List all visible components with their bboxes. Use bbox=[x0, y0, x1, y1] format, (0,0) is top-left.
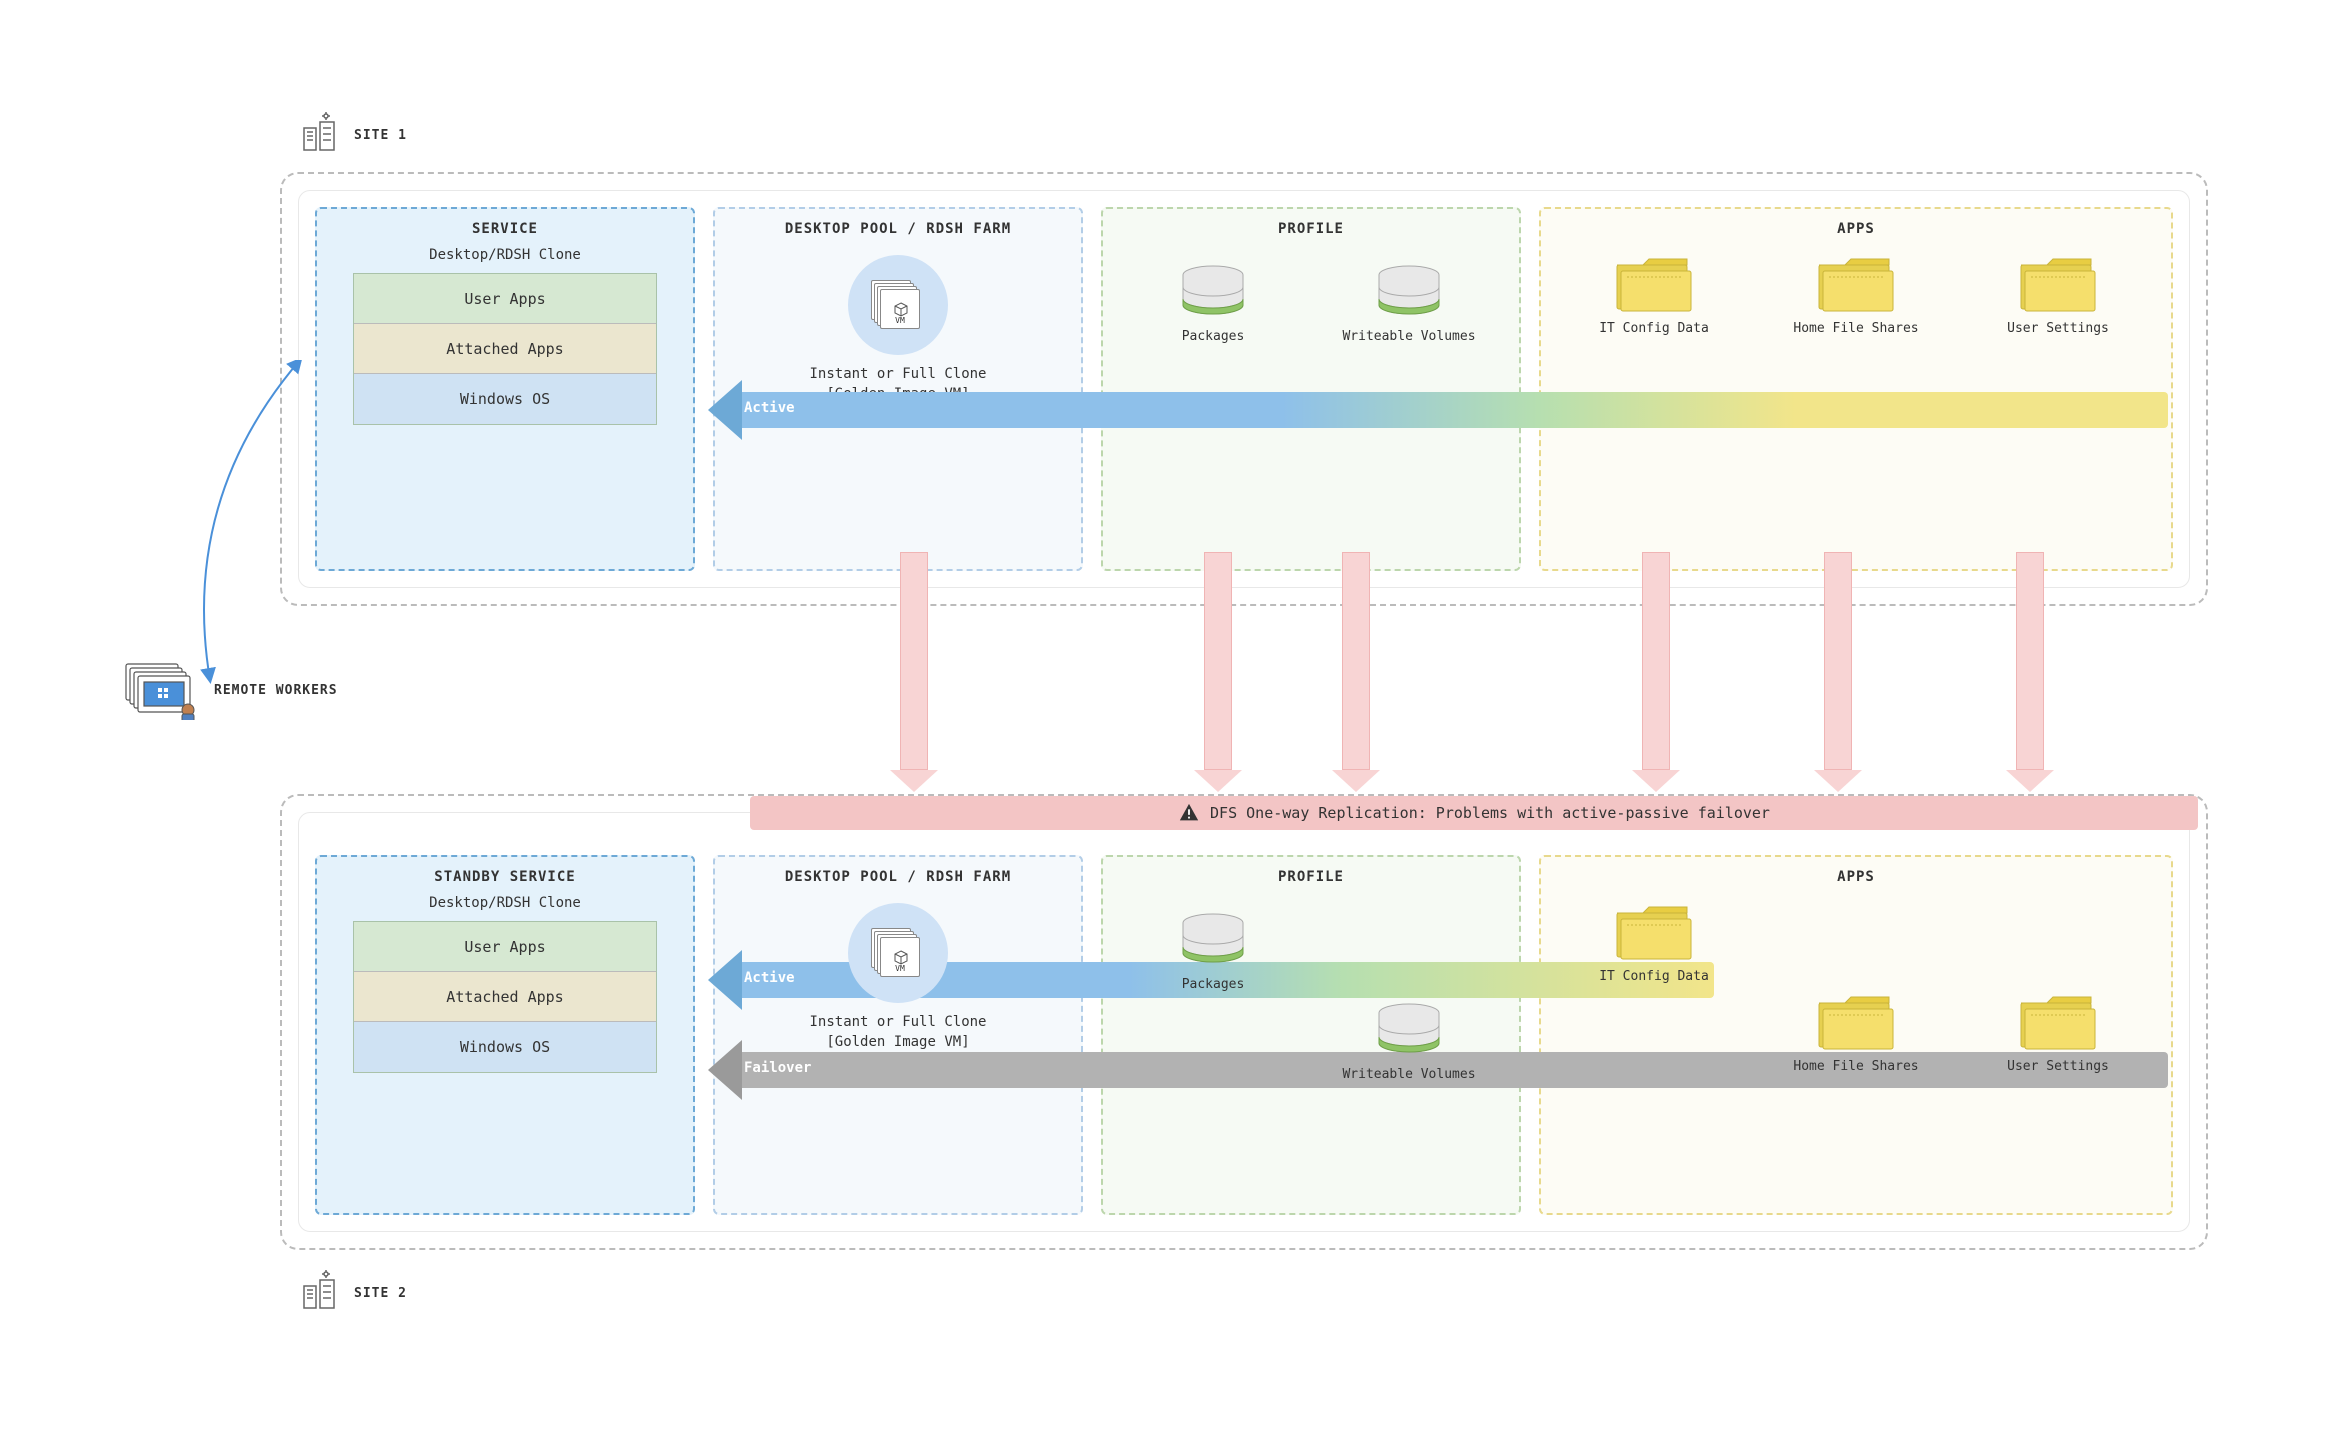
apps-item-itconfig: IT Config Data bbox=[1579, 255, 1729, 338]
service-2-subtitle: Desktop/RDSH Clone bbox=[329, 895, 681, 911]
stack-row-windows-os: Windows OS bbox=[354, 374, 656, 424]
service-1-subtitle: Desktop/RDSH Clone bbox=[329, 247, 681, 263]
service-1-title: SERVICE bbox=[329, 221, 681, 237]
database-icon bbox=[1178, 265, 1248, 321]
active-rail-2-label: Active bbox=[744, 970, 795, 986]
apps-item-homefile-2: Home File Shares bbox=[1781, 993, 1931, 1076]
site-1-label: SITE 1 bbox=[298, 110, 407, 160]
pool-desc-2: [Golden Image VM] bbox=[727, 1033, 1069, 1053]
service-column-1: SERVICE Desktop/RDSH Clone User Apps Att… bbox=[315, 207, 695, 571]
replication-arrow bbox=[2016, 552, 2044, 792]
pool-desc-1: Instant or Full Clone bbox=[727, 365, 1069, 385]
replication-arrow bbox=[1824, 552, 1852, 792]
profile-1-title: PROFILE bbox=[1115, 221, 1507, 237]
active-rail-1-label: Active bbox=[744, 400, 795, 416]
folder-icon bbox=[1815, 255, 1897, 313]
pool-column-2: DESKTOP POOL / RDSH FARM VM bbox=[713, 855, 1083, 1215]
vm-label: VM bbox=[881, 964, 919, 973]
database-icon bbox=[1374, 265, 1444, 321]
service-1-stack: User Apps Attached Apps Windows OS bbox=[353, 273, 657, 425]
warning-icon bbox=[1178, 802, 1200, 824]
profile-item-writeable-2: Writeable Volumes bbox=[1339, 1003, 1479, 1084]
banner-text: DFS One-way Replication: Problems with a… bbox=[1210, 804, 1770, 822]
pool-column-1: DESKTOP POOL / RDSH FARM VM bbox=[713, 207, 1083, 571]
service-2-title: STANDBY SERVICE bbox=[329, 869, 681, 885]
stack-row-user-apps-2: User Apps bbox=[354, 922, 656, 972]
profile-item-writeable: Writeable Volumes bbox=[1339, 265, 1479, 346]
apps-2-title: APPS bbox=[1553, 869, 2159, 885]
apps-item-usersettings-2: User Settings bbox=[1983, 993, 2133, 1076]
apps-item-homefile: Home File Shares bbox=[1781, 255, 1931, 338]
folder-icon bbox=[2017, 993, 2099, 1051]
vm-circle-icon: VM bbox=[848, 255, 948, 355]
service-2-stack: User Apps Attached Apps Windows OS bbox=[353, 921, 657, 1073]
profile-2-title: PROFILE bbox=[1115, 869, 1507, 885]
apps-item-usersettings: User Settings bbox=[1983, 255, 2133, 338]
stack-row-attached-apps-2: Attached Apps bbox=[354, 972, 656, 1022]
apps-item-itconfig-2: IT Config Data bbox=[1579, 903, 1729, 986]
folder-icon bbox=[1815, 993, 1897, 1051]
pool-2-title: DESKTOP POOL / RDSH FARM bbox=[727, 869, 1069, 885]
stack-row-windows-os-2: Windows OS bbox=[354, 1022, 656, 1072]
site-2-box: STANDBY SERVICE Desktop/RDSH Clone User … bbox=[280, 794, 2208, 1250]
profile-item-packages-2: Packages bbox=[1143, 913, 1283, 994]
apps-1-title: APPS bbox=[1553, 221, 2159, 237]
pool-1-title: DESKTOP POOL / RDSH FARM bbox=[727, 221, 1069, 237]
pool-desc-1: Instant or Full Clone bbox=[727, 1013, 1069, 1033]
replication-arrow bbox=[1642, 552, 1670, 792]
vm-circle-icon: VM bbox=[848, 903, 948, 1003]
replication-arrow bbox=[1204, 552, 1232, 792]
site-2-label: SITE 2 bbox=[298, 1268, 407, 1318]
buildings-icon bbox=[298, 110, 344, 160]
active-rail-1: Active bbox=[708, 392, 2168, 428]
stack-row-user-apps: User Apps bbox=[354, 274, 656, 324]
connection-curve bbox=[150, 360, 330, 720]
site-2-text: SITE 2 bbox=[354, 1286, 407, 1301]
database-icon bbox=[1374, 1003, 1444, 1059]
service-column-2: STANDBY SERVICE Desktop/RDSH Clone User … bbox=[315, 855, 695, 1215]
profile-item-packages: Packages bbox=[1143, 265, 1283, 346]
apps-column-1: APPS IT Config Data Home File Shares bbox=[1539, 207, 2173, 571]
replication-arrow bbox=[900, 552, 928, 792]
site-1-text: SITE 1 bbox=[354, 128, 407, 143]
buildings-icon bbox=[298, 1268, 344, 1318]
replication-arrow bbox=[1342, 552, 1370, 792]
profile-column-2: PROFILE Packages Writeable Volumes bbox=[1101, 855, 1521, 1215]
folder-icon bbox=[1613, 903, 1695, 961]
failover-rail-label: Failover bbox=[744, 1060, 811, 1076]
database-icon bbox=[1178, 913, 1248, 969]
profile-column-1: PROFILE Packages Writeable Volumes bbox=[1101, 207, 1521, 571]
apps-column-2: APPS IT Config Data Home File Shares bbox=[1539, 855, 2173, 1215]
site-1-box: SERVICE Desktop/RDSH Clone User Apps Att… bbox=[280, 172, 2208, 606]
folder-icon bbox=[1613, 255, 1695, 313]
folder-icon bbox=[2017, 255, 2099, 313]
vm-label: VM bbox=[881, 316, 919, 325]
stack-row-attached-apps: Attached Apps bbox=[354, 324, 656, 374]
replication-banner: DFS One-way Replication: Problems with a… bbox=[750, 796, 2198, 830]
